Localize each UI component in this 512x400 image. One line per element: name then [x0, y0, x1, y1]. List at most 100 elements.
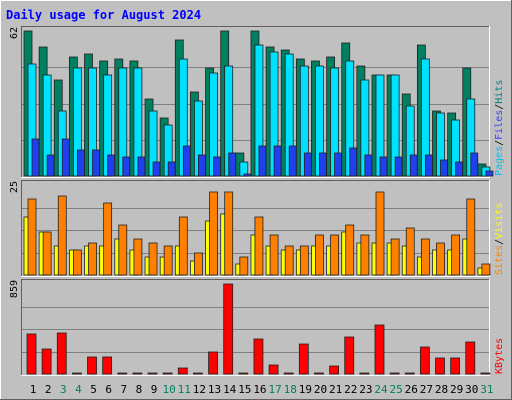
- bar-sites-day-13: [209, 191, 218, 276]
- day-label-19: 19: [299, 383, 312, 396]
- bar-kbytes-day-21: [329, 365, 340, 375]
- bar-pages-day-15: [243, 173, 252, 177]
- bar-pages-day-22: [349, 147, 358, 177]
- day-label-8: 8: [136, 383, 143, 396]
- bar-pages-day-3: [61, 138, 70, 177]
- day-label-29: 29: [450, 383, 463, 396]
- bar-pages-day-8: [137, 156, 146, 177]
- bar-pages-day-16: [258, 145, 267, 177]
- bar-kbytes-day-17: [268, 364, 279, 375]
- bar-kbytes-day-1: [26, 333, 37, 375]
- bar-pages-day-2: [46, 154, 55, 177]
- day-label-6: 6: [105, 383, 112, 396]
- bar-kbytes-day-25: [389, 372, 400, 375]
- bars-visits: [23, 191, 491, 276]
- bar-pages-day-5: [92, 149, 100, 177]
- scale-label: 859: [9, 280, 20, 298]
- bars-kbytes: [26, 283, 491, 375]
- panel-kbytes: 859 KBytes: [9, 279, 505, 376]
- day-label-12: 12: [193, 383, 206, 396]
- bar-pages-day-18: [288, 145, 297, 177]
- bar-pages-day-19: [303, 152, 312, 177]
- bar-sites-day-8: [133, 238, 143, 276]
- legend-hits: Hits: [494, 80, 505, 104]
- legend-kbytes: KBytes: [494, 338, 505, 374]
- bar-kbytes-day-3: [56, 332, 67, 375]
- bar-sites-day-19: [299, 245, 309, 276]
- bar-kbytes-day-5: [87, 356, 97, 375]
- bar-kbytes-day-18: [283, 372, 294, 375]
- day-label-16: 16: [253, 383, 266, 396]
- bar-kbytes-day-19: [298, 343, 309, 375]
- bar-sites-day-21: [330, 234, 340, 276]
- axis-legend: KBytes: [494, 338, 505, 374]
- bar-sites-day-5: [88, 242, 97, 276]
- bar-sites-day-10: [163, 245, 173, 276]
- day-label-13: 13: [208, 383, 221, 396]
- bar-sites-day-15: [239, 256, 249, 276]
- bar-sites-day-31: [481, 263, 491, 276]
- day-label-25: 25: [389, 383, 402, 396]
- bar-pages-day-14: [228, 152, 237, 177]
- bar-pages-day-9: [152, 161, 161, 177]
- legend-separator: /: [494, 104, 505, 110]
- bar-sites-day-7: [118, 224, 128, 276]
- bar-kbytes-day-31: [480, 372, 491, 375]
- legend-files: Files: [494, 110, 505, 140]
- axis-legend: Sites/Visits: [494, 203, 505, 275]
- bar-kbytes-day-11: [177, 367, 188, 375]
- day-label-1: 1: [30, 383, 37, 396]
- bar-pages-day-25: [394, 156, 403, 177]
- bar-sites-day-30: [466, 198, 476, 276]
- bar-pages-day-13: [213, 156, 221, 177]
- day-label-10: 10: [163, 383, 176, 396]
- x-axis-day-labels: 1 2 3 4 5 6 7 8 9 10 11 12 13 14 15 16 17 18 19 20 21 22 23 24 2…: [30, 383, 494, 396]
- bar-kbytes-day-2: [41, 348, 52, 375]
- day-label-24: 24: [374, 383, 388, 396]
- day-label-20: 20: [314, 383, 327, 396]
- bar-kbytes-day-29: [450, 357, 461, 375]
- bar-sites-day-20: [315, 234, 324, 276]
- bar-sites-day-6: [103, 202, 113, 276]
- bar-pages-day-12: [198, 154, 206, 177]
- bar-kbytes-day-30: [465, 341, 476, 375]
- bar-sites-day-28: [436, 242, 445, 276]
- bar-sites-day-9: [148, 242, 158, 276]
- day-label-21: 21: [329, 383, 342, 396]
- day-label-26: 26: [405, 383, 418, 396]
- bar-kbytes-day-4: [71, 372, 82, 375]
- bar-pages-day-21: [334, 152, 343, 177]
- bar-sites-day-29: [451, 234, 461, 276]
- day-label-31: 31: [480, 383, 493, 396]
- axis-legend: Pages/Files/Hits: [494, 80, 505, 176]
- day-label-22: 22: [344, 383, 357, 396]
- legend-separator: /: [494, 140, 505, 146]
- day-label-18: 18: [284, 383, 297, 396]
- legend-separator: /: [494, 239, 505, 245]
- bar-pages-day-27: [424, 154, 433, 177]
- day-label-9: 9: [151, 383, 158, 396]
- bar-pages-day-6: [107, 154, 116, 177]
- bar-pages-day-28: [440, 159, 448, 177]
- bar-pages-day-10: [167, 161, 176, 177]
- bar-kbytes-day-27: [419, 346, 430, 375]
- bar-kbytes-day-16: [253, 338, 264, 375]
- bar-pages-day-17: [273, 145, 282, 177]
- day-label-5: 5: [90, 383, 97, 396]
- scale-label: 25: [9, 181, 20, 193]
- bar-pages-day-23: [364, 154, 373, 177]
- bar-kbytes-day-6: [102, 356, 113, 375]
- legend-sites: Sites: [494, 245, 505, 275]
- day-label-17: 17: [268, 383, 281, 396]
- bars-requests: [23, 30, 494, 177]
- bar-kbytes-day-22: [344, 336, 355, 375]
- bar-sites-day-26: [405, 227, 415, 276]
- bar-sites-day-11: [178, 216, 188, 276]
- bar-sites-day-18: [284, 245, 294, 276]
- day-label-11: 11: [178, 383, 191, 396]
- bar-sites-day-1: [27, 198, 37, 276]
- bar-kbytes-day-20: [314, 372, 324, 375]
- bar-pages-day-29: [455, 161, 464, 177]
- bar-pages-day-7: [122, 156, 131, 177]
- day-label-14: 14: [223, 383, 237, 396]
